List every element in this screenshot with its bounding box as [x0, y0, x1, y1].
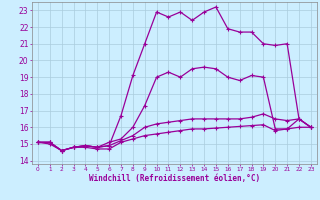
X-axis label: Windchill (Refroidissement éolien,°C): Windchill (Refroidissement éolien,°C)	[89, 174, 260, 183]
